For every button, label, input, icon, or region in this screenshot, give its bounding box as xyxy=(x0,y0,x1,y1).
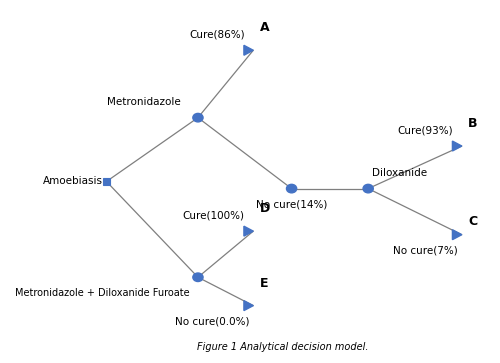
Text: Amoebiasis: Amoebiasis xyxy=(43,176,103,187)
Text: A: A xyxy=(260,21,270,34)
Circle shape xyxy=(193,113,203,122)
Circle shape xyxy=(363,184,374,193)
Text: Figure 1 Analytical decision model.: Figure 1 Analytical decision model. xyxy=(198,342,369,352)
Text: No cure(14%): No cure(14%) xyxy=(256,199,328,209)
Text: B: B xyxy=(468,117,477,130)
Text: C: C xyxy=(468,215,477,228)
Text: Diloxanide: Diloxanide xyxy=(372,168,428,178)
Circle shape xyxy=(286,184,296,193)
Text: E: E xyxy=(260,277,268,290)
Polygon shape xyxy=(244,226,254,236)
Text: Metronidazole + Diloxanide Furoate: Metronidazole + Diloxanide Furoate xyxy=(15,288,190,298)
Polygon shape xyxy=(244,45,254,55)
Text: Cure(86%): Cure(86%) xyxy=(189,30,245,40)
Text: Cure(93%): Cure(93%) xyxy=(398,125,454,135)
FancyBboxPatch shape xyxy=(102,178,110,185)
Text: D: D xyxy=(260,202,270,215)
Polygon shape xyxy=(452,141,462,151)
Polygon shape xyxy=(244,301,254,311)
Text: Metronidazole: Metronidazole xyxy=(107,97,181,107)
Polygon shape xyxy=(452,230,462,240)
Text: No cure(7%): No cure(7%) xyxy=(393,245,458,255)
Text: Cure(100%): Cure(100%) xyxy=(183,211,245,220)
Circle shape xyxy=(193,273,203,282)
Text: No cure(0.0%): No cure(0.0%) xyxy=(174,316,249,326)
